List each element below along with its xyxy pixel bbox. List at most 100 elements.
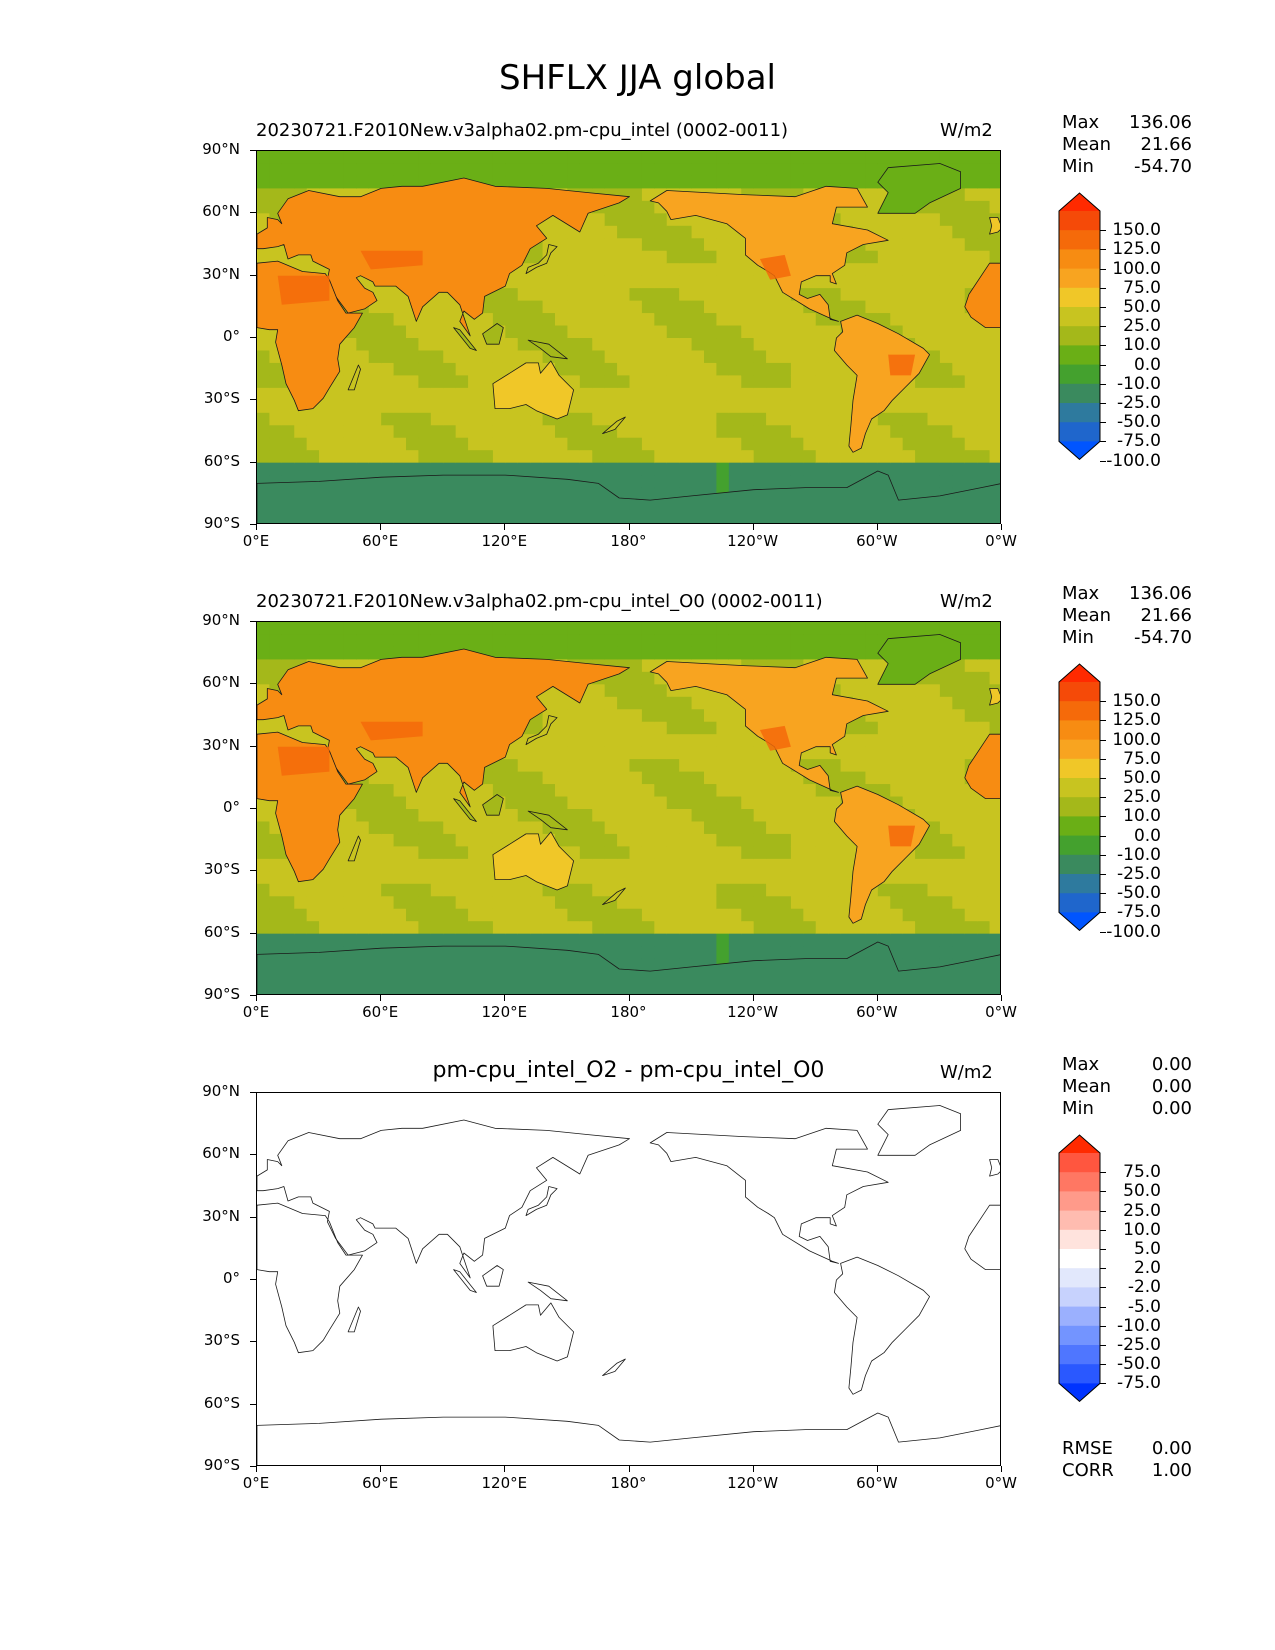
field-cell bbox=[530, 412, 544, 426]
x-tick-label: 60°W bbox=[856, 532, 898, 550]
field-cell bbox=[815, 425, 829, 439]
field-cell bbox=[939, 338, 953, 352]
field-cell bbox=[853, 300, 867, 314]
field-cell bbox=[828, 163, 842, 177]
field-cell bbox=[902, 734, 916, 748]
field-cell bbox=[977, 646, 991, 660]
field-cell bbox=[294, 622, 308, 636]
field-cell bbox=[890, 250, 904, 264]
field-cell bbox=[319, 634, 333, 648]
field-cell bbox=[964, 238, 978, 252]
field-cell bbox=[617, 871, 631, 885]
field-cell bbox=[430, 896, 444, 910]
field-cell bbox=[629, 696, 643, 710]
field-cell bbox=[691, 846, 705, 860]
field-cell bbox=[641, 771, 655, 785]
field-cell bbox=[915, 213, 929, 227]
field-cell bbox=[294, 933, 308, 947]
field-cell bbox=[902, 151, 916, 165]
field-cell bbox=[989, 821, 1000, 835]
field-cell bbox=[542, 796, 556, 810]
hot-region bbox=[277, 746, 330, 776]
field-cell bbox=[617, 375, 631, 389]
field-cell bbox=[952, 709, 966, 723]
field-cell bbox=[691, 646, 705, 660]
field-cell bbox=[915, 784, 929, 798]
field-cell bbox=[381, 362, 395, 376]
field-cell bbox=[766, 896, 780, 910]
field-cell bbox=[555, 921, 569, 935]
y-tick-label: 90°N bbox=[202, 611, 240, 629]
field-cell bbox=[406, 450, 420, 464]
field-cell bbox=[716, 375, 730, 389]
field-cell bbox=[505, 796, 519, 810]
field-cell bbox=[666, 622, 680, 636]
stat-max-value: 0.00 bbox=[1151, 1054, 1192, 1075]
field-cell bbox=[666, 387, 680, 401]
field-cell bbox=[418, 325, 432, 339]
field-cell bbox=[443, 809, 457, 823]
field-cell bbox=[666, 350, 680, 364]
field-cell bbox=[964, 200, 978, 214]
field-cell bbox=[530, 933, 544, 947]
panel-reference: 20230721.F2010New.v3alpha02.pm-cpu_intel… bbox=[0, 583, 1275, 1061]
field-cell bbox=[331, 437, 345, 451]
field-cell bbox=[629, 362, 643, 376]
x-tick-label: 0°E bbox=[242, 1003, 270, 1021]
field-cell bbox=[641, 784, 655, 798]
field-cell bbox=[704, 721, 718, 735]
field-cell bbox=[790, 338, 804, 352]
x-tick-label: 120°E bbox=[481, 1003, 528, 1021]
field-cell bbox=[567, 721, 581, 735]
field-cell bbox=[530, 437, 544, 451]
coastline-greenland bbox=[877, 163, 961, 214]
field-cell bbox=[430, 933, 444, 947]
field-cell bbox=[902, 238, 916, 252]
field-cell bbox=[865, 263, 879, 277]
field-cell bbox=[567, 263, 581, 277]
field-cell bbox=[728, 362, 742, 376]
field-cell bbox=[530, 313, 544, 327]
field-cell bbox=[803, 858, 817, 872]
field-cell bbox=[555, 275, 569, 289]
field-cell bbox=[915, 475, 929, 489]
field-cell bbox=[939, 225, 953, 239]
field-cell bbox=[989, 646, 1000, 660]
field-cell bbox=[778, 622, 792, 636]
field-cell bbox=[617, 622, 631, 636]
field-cell bbox=[356, 634, 370, 648]
field-cell bbox=[480, 883, 494, 897]
coastline-madagascar bbox=[347, 835, 361, 862]
stat-min-value: -54.70 bbox=[1133, 156, 1192, 177]
field-cell bbox=[939, 883, 953, 897]
field-cell bbox=[865, 721, 879, 735]
field-cell bbox=[666, 225, 680, 239]
field-cell bbox=[443, 871, 457, 885]
field-cell bbox=[604, 784, 618, 798]
x-tick-label: 60°W bbox=[856, 1474, 898, 1492]
field-cell bbox=[865, 908, 879, 922]
field-cell bbox=[741, 475, 755, 489]
field-cell bbox=[964, 263, 978, 277]
field-cell bbox=[939, 288, 953, 302]
field-cell bbox=[890, 908, 904, 922]
field-cell bbox=[964, 412, 978, 426]
field-cell bbox=[939, 721, 953, 735]
field-cell bbox=[517, 300, 531, 314]
field-cell bbox=[654, 958, 668, 972]
field-cell bbox=[319, 151, 333, 165]
field-cell bbox=[443, 362, 457, 376]
colorbar-level-label: -100.0 bbox=[1106, 921, 1161, 942]
colorbar-tick bbox=[1100, 912, 1106, 914]
field-cell bbox=[704, 746, 718, 760]
field-cell bbox=[691, 362, 705, 376]
field-cell bbox=[641, 412, 655, 426]
field-cell bbox=[480, 350, 494, 364]
field-cell bbox=[915, 450, 929, 464]
field-cell bbox=[890, 475, 904, 489]
field-cell bbox=[790, 387, 804, 401]
field-cell bbox=[691, 275, 705, 289]
field-cell bbox=[654, 759, 668, 773]
field-cell bbox=[629, 759, 643, 773]
field-cell bbox=[716, 475, 730, 489]
